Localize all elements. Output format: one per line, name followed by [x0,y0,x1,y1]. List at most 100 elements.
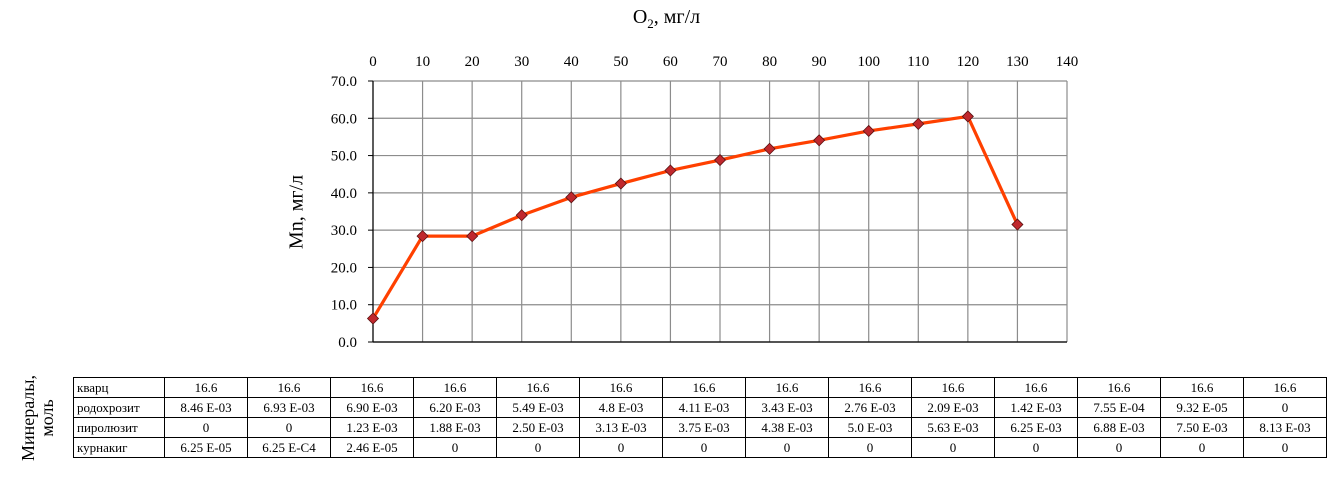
x-tick-label: 70 [713,54,728,70]
table-cell: 0 [1243,437,1327,458]
table-title: Минералы, моль [18,375,57,461]
table-title-line1: Минералы, [18,375,38,461]
table-cell: 16.6 [1160,377,1244,398]
data-point [862,124,875,138]
y-tick-label: 0.0 [338,335,357,351]
data-point [912,117,925,130]
table-cell: 0 [994,437,1078,458]
table-cell: 6.25 E-C4 [247,437,331,458]
table-cell: 6.25 E-05 [164,437,248,458]
table-cell: 2.09 E-03 [911,397,995,418]
table-cell: 0 [413,437,497,458]
table-cell: 0 [496,437,580,458]
x-tick-label: 140 [1056,54,1079,70]
table-cell: 3.13 E-03 [579,417,663,438]
table-cell: 8.13 E-03 [1243,417,1327,438]
table-cell: 4.11 E-03 [662,397,746,418]
y-tick-label: 50.0 [331,149,357,165]
line-chart: 0 10 20 30 40 50 60 70 80 90 100 110 120 130 140 0.0 10.… [331,54,1079,351]
x-tick-label: 110 [907,54,929,70]
table-cell: 3.75 E-03 [662,417,746,438]
y-tick-label: 20.0 [331,260,357,276]
table-cell: 7.55 E-04 [1077,397,1161,418]
table-cell: 9.32 E-05 [1160,397,1244,418]
table-cell: 6.20 E-03 [413,397,497,418]
x-tick-label: 40 [564,54,579,70]
series-line [371,114,1019,320]
table-cell: 16.6 [496,377,580,398]
table-cell: 0 [1160,437,1244,458]
table-row: курнакиг 6.25 E-05 6.25 E-C4 2.46 E-05 0 0 0 0 0… [73,437,1327,458]
table-cell: 5.0 E-03 [828,417,912,438]
table-cell: 16.6 [1243,377,1327,398]
x-tick-label: 90 [812,54,827,70]
x-tick-label: 0 [369,54,377,70]
table-cell: 6.88 E-03 [1077,417,1161,438]
table-cell: 6.93 E-03 [247,397,331,418]
x-tick-label: 20 [465,54,480,70]
table-cell: 16.6 [579,377,663,398]
x-tick-label: 30 [514,54,529,70]
table-cell: 1.42 E-03 [994,397,1078,418]
table-cell: 0 [911,437,995,458]
table-cell: 1.88 E-03 [413,417,497,438]
y-tick-label: 30.0 [331,223,357,239]
data-point [713,153,727,167]
row-label: пиролюзит [73,417,165,438]
x-tick-label: 120 [957,54,980,70]
x-tick-label: 60 [663,54,678,70]
data-point [515,209,528,222]
row-label: кварц [73,377,165,398]
table-cell: 5.63 E-03 [911,417,995,438]
x-tick-label: 50 [613,54,628,70]
table-cell: 6.25 E-03 [994,417,1078,438]
table-cell: 6.90 E-03 [330,397,414,418]
x-tick-label: 100 [857,54,880,70]
table-cell: 8.46 E-03 [164,397,248,418]
table-row: пиролюзит 0 0 1.23 E-03 1.88 E-03 2.50 E-03 3.… [73,417,1327,438]
table-cell: 16.6 [413,377,497,398]
table-cell: 0 [579,437,663,458]
data-point [466,230,479,243]
data-point [614,177,627,190]
table-cell: 0 [247,417,331,438]
y-tick-label: 40.0 [331,186,357,202]
table-cell: 0 [745,437,829,458]
data-point [565,191,578,204]
row-label: родохрозит [73,397,165,418]
x-axis-title: O2, мг/л [632,6,701,31]
table-cell: 2.76 E-03 [828,397,912,418]
table-cell: 0 [662,437,746,458]
table-cell: 2.50 E-03 [496,417,580,438]
table-cell: 4.38 E-03 [745,417,829,438]
row-label: курнакиг [73,437,165,458]
table-cell: 16.6 [1077,377,1161,398]
table-cell: 4.8 E-03 [579,397,663,418]
table-cell: 3.43 E-03 [745,397,829,418]
table-cell: 2.46 E-05 [330,437,414,458]
data-point [416,230,429,243]
table-cell: 5.49 E-03 [496,397,580,418]
data-point [664,164,677,177]
table-cell: 16.6 [911,377,995,398]
table-cell: 16.6 [745,377,829,398]
table-cell: 0 [1243,397,1327,418]
y-tick-label: 60.0 [331,111,357,127]
y-tick-label: 70.0 [331,74,357,90]
table-cell: 7.50 E-03 [1160,417,1244,438]
data-point [813,134,826,147]
x-tick-label: 80 [762,54,777,70]
table-cell: 16.6 [330,377,414,398]
data-point [961,110,974,123]
table-cell: 16.6 [994,377,1078,398]
table-row: родохрозит 8.46 E-03 6.93 E-03 6.90 E-03 6.2… [73,397,1327,418]
table-row: кварц 16.6 16.6 16.6 16.6 16.6 16.6 16.6 16.6 16.… [73,377,1327,398]
table-cell: 0 [164,417,248,438]
x-tick-label: 130 [1006,54,1029,70]
table-cell: 16.6 [247,377,331,398]
data-point [1011,218,1024,231]
table-cell: 1.23 E-03 [330,417,414,438]
y-tick-label: 10.0 [331,298,357,314]
table-title-line2: моль [37,399,57,437]
table-cell: 16.6 [828,377,912,398]
